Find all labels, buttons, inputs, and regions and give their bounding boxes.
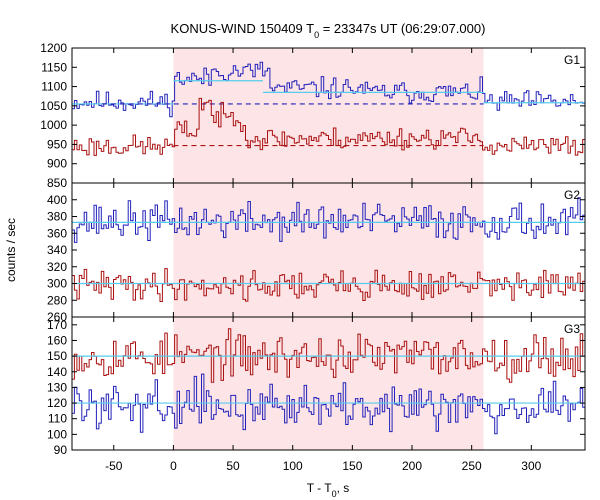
series-upper-light-curve bbox=[72, 373, 585, 435]
y-tick-label: 280 bbox=[47, 293, 67, 307]
panel-data bbox=[72, 197, 585, 302]
x-tick-label: -50 bbox=[105, 459, 123, 473]
y-axis-label: counts / sec bbox=[4, 218, 18, 282]
y-tick-label: 320 bbox=[47, 260, 67, 274]
panel-frame bbox=[71, 316, 586, 451]
x-tick-label: 150 bbox=[342, 459, 362, 473]
x-tick-label: 250 bbox=[462, 459, 482, 473]
y-tick-label: 120 bbox=[47, 396, 67, 410]
series-lower-light-curve bbox=[72, 268, 585, 302]
y-tick-label: 90 bbox=[54, 443, 68, 457]
y-tick-label: 400 bbox=[47, 193, 67, 207]
panel-label: G2 bbox=[564, 188, 580, 202]
y-tick-label: 850 bbox=[47, 176, 67, 190]
x-tick-label: 200 bbox=[402, 459, 422, 473]
y-tick-label: 260 bbox=[47, 310, 67, 324]
y-tick-label: 300 bbox=[47, 277, 67, 291]
y-tick-label: 1000 bbox=[40, 118, 67, 132]
shaded-interval bbox=[173, 183, 484, 317]
panel-data bbox=[72, 328, 585, 435]
y-tick-label: 900 bbox=[47, 157, 67, 171]
x-tick-label: 0 bbox=[170, 459, 177, 473]
y-tick-label: 110 bbox=[48, 412, 67, 426]
y-tick-label: 380 bbox=[47, 210, 67, 224]
y-tick-label: 340 bbox=[47, 243, 67, 257]
y-tick-label: 170 bbox=[47, 318, 67, 332]
x-tick-label: 100 bbox=[283, 459, 303, 473]
y-tick-label: 1050 bbox=[40, 99, 67, 113]
y-tick-label: 160 bbox=[47, 333, 67, 347]
x-tick-label: 50 bbox=[226, 459, 240, 473]
x-axis-label: T - T0, s bbox=[307, 481, 350, 499]
y-tick-label: 1150 bbox=[41, 60, 67, 74]
series-lower-light-curve bbox=[72, 328, 585, 383]
series-lower-light-curve bbox=[72, 97, 585, 156]
panel-label: G3 bbox=[564, 322, 580, 336]
x-tick-label: 300 bbox=[521, 459, 541, 473]
shaded-interval bbox=[173, 317, 484, 450]
y-tick-label: 130 bbox=[47, 380, 67, 394]
y-tick-label: 1100 bbox=[41, 80, 67, 94]
shaded-interval bbox=[173, 48, 484, 183]
panel-data bbox=[72, 61, 585, 156]
panel-g2: 260 280 300 320 340 360 380 400 G2 bbox=[47, 182, 586, 324]
y-tick-label: 150 bbox=[47, 349, 67, 363]
y-tick-label: 100 bbox=[47, 427, 67, 441]
y-tick-label: 140 bbox=[47, 365, 67, 379]
y-tick-label: 360 bbox=[47, 226, 67, 240]
y-tick-label: 1200 bbox=[40, 41, 67, 55]
panel-g1: 850 900 950 1000 1050 1100 1150 1200 G1 bbox=[40, 41, 586, 190]
plot-area: 85090095010001050110011501200G1260280300… bbox=[40, 41, 586, 473]
y-tick-label: 950 bbox=[47, 137, 67, 151]
panel-label: G1 bbox=[564, 53, 580, 67]
chart-title: KONUS-WIND 150409 T0 = 23347s UT (06:29:… bbox=[171, 21, 486, 40]
